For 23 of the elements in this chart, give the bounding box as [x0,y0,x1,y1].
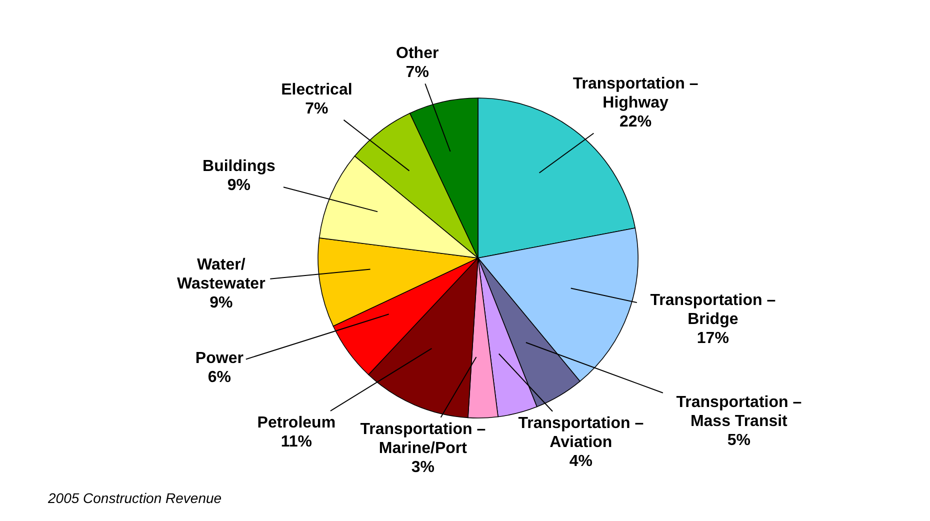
data-label: 6% [208,368,231,386]
slice-label: Electrical [281,80,352,98]
data-label: 3% [411,458,434,476]
data-label: 22% [620,113,652,130]
data-label: 5% [727,431,750,448]
slice-label: Other [396,44,439,62]
slice-label: Transportation – Aviation [518,414,644,450]
data-label: 9% [210,294,233,312]
slice-label: Petroleum [257,414,336,431]
slice-label: Transportation – Mass Transit [676,393,802,430]
data-label: 7% [305,100,328,117]
slice-label: Water/ Wastewater [176,256,266,292]
data-label: 9% [227,176,251,194]
data-label: 4% [569,452,592,470]
slice-label: Transportation – Marine/Port [360,420,486,456]
data-label: 17% [696,330,729,347]
slice-label: Transportation – Bridge [650,292,776,328]
text: 2005 Construction Revenue [48,490,222,506]
data-label: 7% [406,64,429,81]
slice-label: Buildings [202,158,276,175]
slice-label: Power [195,350,244,367]
slice-label: Transportation – Highway [572,75,698,112]
data-label: 11% [280,432,312,450]
